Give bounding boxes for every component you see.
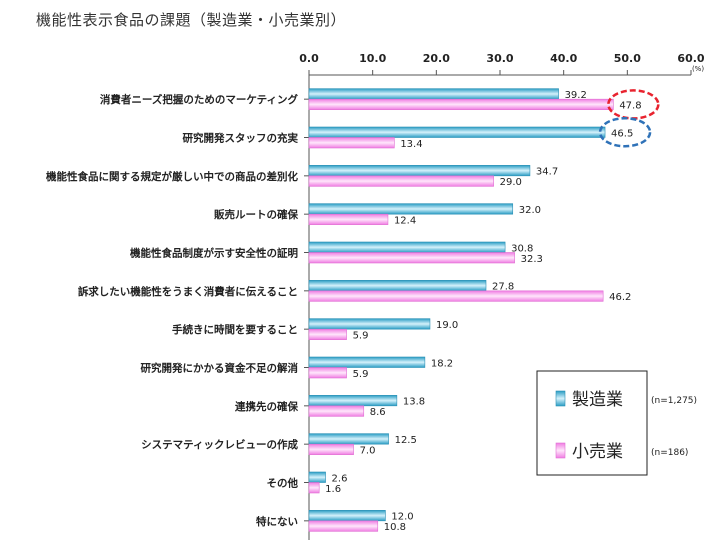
data-label: 18.2 (431, 358, 453, 369)
data-label: 12.4 (394, 215, 416, 226)
bar-series-1 (308, 165, 531, 177)
bar-series-2 (308, 290, 604, 302)
bar-series-2 (308, 328, 347, 340)
category-label: 訴求したい機能性をうまく消費者に伝えること (78, 285, 298, 298)
data-label: 12.0 (391, 512, 413, 523)
legend-swatch-series-1 (555, 390, 566, 407)
data-label: 7.0 (360, 445, 376, 456)
bar-series-2 (308, 367, 347, 379)
highlight-ellipse (598, 117, 652, 148)
data-label: 46.2 (609, 292, 631, 303)
bar-series-2 (308, 405, 365, 417)
x-tick-label: 10.0 (359, 52, 386, 65)
data-label: 12.5 (395, 435, 417, 446)
x-tick-label: 40.0 (550, 52, 577, 65)
bar-series-2 (308, 175, 494, 187)
bar-series-1 (308, 395, 398, 407)
bar-series-2 (308, 520, 379, 532)
legend-swatch-series-2 (555, 442, 566, 459)
bar-series-2 (308, 137, 395, 149)
bar-series-1 (308, 433, 389, 445)
data-label: 34.7 (536, 167, 558, 178)
chart-title: 機能性表示食品の課題（製造業・小売業別） (36, 11, 347, 29)
bar-series-2 (308, 482, 320, 494)
data-label: 10.8 (384, 522, 406, 533)
bar-series-2 (308, 443, 354, 455)
data-label: 5.9 (353, 369, 369, 380)
legend-sample-size: (n=186) (651, 448, 688, 458)
category-label: 機能性食品に関する規定が厳しい中での商品の差別化 (46, 170, 298, 183)
data-label: 8.6 (370, 407, 386, 418)
category-label: 研究開発にかかる資金不足の解消 (141, 362, 299, 375)
x-tick-label: 50.0 (614, 52, 641, 65)
bar-series-2 (308, 98, 614, 110)
data-label: 5.9 (353, 330, 369, 341)
category-label: 連携先の確保 (235, 400, 298, 413)
category-label: システマティックレビューの作成 (141, 438, 298, 451)
data-label: 19.0 (436, 320, 458, 331)
x-tick-label: 30.0 (486, 52, 513, 65)
data-label: 46.5 (611, 128, 633, 139)
legend-label-series-2: 小売業 (572, 442, 623, 462)
unit-label: (%) (692, 65, 704, 73)
category-label: 特にない (256, 515, 298, 528)
bar-series-1 (308, 126, 606, 138)
category-label: 消費者ニーズ把握のためのマーケティング (100, 93, 299, 106)
x-tick-label: 20.0 (423, 52, 450, 65)
data-label: 32.3 (521, 254, 543, 265)
bar-series-1 (308, 88, 559, 100)
bar-series-1 (308, 471, 326, 483)
legend-label-series-1: 製造業 (572, 390, 623, 410)
data-label: 1.6 (325, 484, 341, 495)
bar-series-1 (308, 318, 431, 330)
data-label: 13.4 (400, 139, 422, 150)
legend-sample-size: (n=1,275) (651, 396, 697, 406)
bar-series-1 (308, 510, 386, 522)
x-tick-label: 60.0 (677, 52, 704, 65)
data-label: 32.0 (519, 205, 541, 216)
data-label: 47.8 (619, 100, 641, 111)
data-label: 29.0 (500, 177, 522, 188)
category-label: 手続きに時間を要すること (172, 323, 298, 336)
data-label: 30.8 (511, 243, 533, 254)
category-label: 研究開発スタッフの充実 (183, 132, 299, 145)
bar-series-1 (308, 203, 514, 215)
bar-series-2 (308, 252, 515, 264)
category-label: 機能性食品制度が示す安全性の証明 (130, 247, 298, 260)
category-label: 販売ルートの確保 (214, 208, 298, 221)
bar-series-1 (308, 241, 506, 253)
legend-box (536, 370, 648, 476)
bar-series-1 (308, 356, 426, 368)
bar-series-1 (308, 280, 487, 292)
data-label: 13.8 (403, 397, 425, 408)
category-label: その他 (267, 477, 299, 490)
data-label: 2.6 (332, 473, 348, 484)
data-label: 27.8 (492, 282, 514, 293)
bar-series-2 (308, 213, 389, 225)
x-tick-label: 0.0 (299, 52, 319, 65)
data-label: 39.2 (565, 90, 587, 101)
